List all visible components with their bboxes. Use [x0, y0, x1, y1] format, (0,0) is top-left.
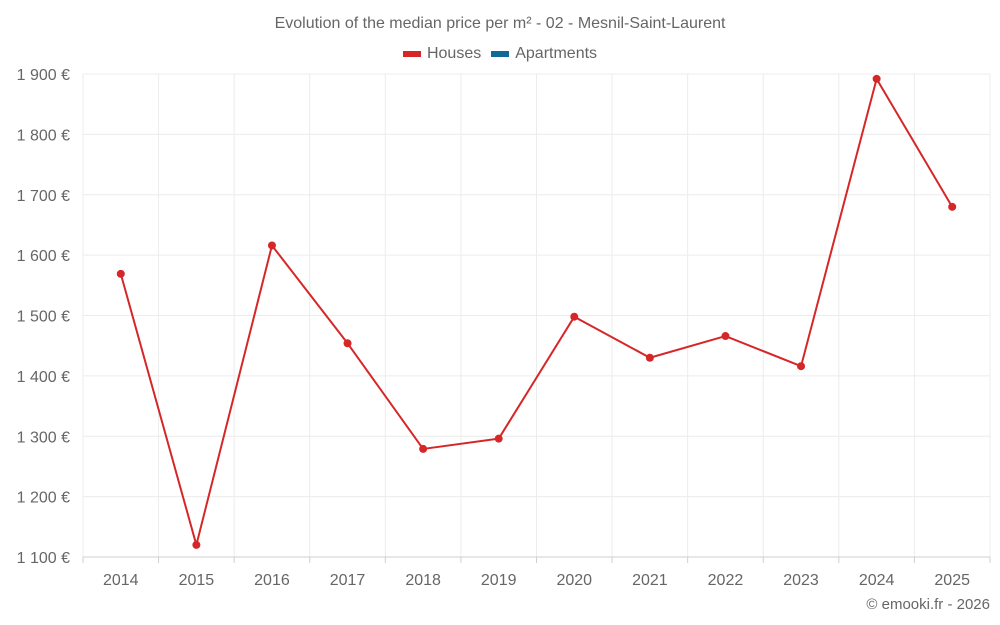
data-point-houses — [872, 74, 881, 83]
chart-title: Evolution of the median price per m² - 0… — [274, 15, 726, 32]
data-point-houses — [721, 332, 730, 341]
x-tick-label: 2022 — [708, 572, 744, 589]
y-tick-label: 1 900 € — [17, 67, 70, 84]
legend-item-apartments[interactable]: Apartments — [491, 45, 597, 63]
legend: Houses Apartments — [0, 45, 1000, 63]
x-tick-label: 2019 — [481, 572, 517, 589]
y-tick-label: 1 300 € — [17, 429, 70, 446]
x-tick-label: 2016 — [254, 572, 290, 589]
data-point-houses — [267, 241, 276, 250]
x-tick-label: 2021 — [632, 572, 668, 589]
legend-label-houses: Houses — [426, 45, 482, 62]
y-tick-label: 1 800 € — [17, 127, 70, 144]
x-tick-label: 2020 — [556, 572, 592, 589]
data-point-houses — [797, 362, 806, 371]
data-point-houses — [192, 540, 201, 549]
x-tick-label: 2018 — [405, 572, 441, 589]
data-point-houses — [116, 269, 125, 278]
y-tick-label: 1 200 € — [17, 490, 70, 507]
series-line-houses — [119, 77, 954, 546]
legend-item-houses[interactable]: Houses — [402, 45, 482, 63]
x-tick-label: 2015 — [179, 572, 215, 589]
legend-label-apartments: Apartments — [515, 45, 598, 62]
y-tick-label: 1 500 € — [17, 309, 70, 326]
x-tick-label: 2025 — [934, 572, 970, 589]
data-point-houses — [645, 353, 654, 362]
data-point-houses — [494, 434, 503, 443]
legend-swatch-houses — [402, 51, 421, 57]
legend-swatch-apartments — [491, 51, 510, 57]
x-tick-label: 2023 — [783, 572, 819, 589]
data-point-houses — [948, 202, 957, 211]
x-tick-label: 2017 — [330, 572, 366, 589]
data-point-houses — [343, 339, 352, 348]
x-tick-label: 2024 — [859, 572, 895, 589]
data-point-houses — [419, 444, 428, 453]
credit-text: © emooki.fr - 2026 — [866, 596, 990, 613]
y-tick-label: 1 400 € — [17, 369, 70, 386]
data-point-houses — [570, 312, 579, 321]
y-tick-label: 1 100 € — [17, 550, 70, 567]
y-tick-label: 1 600 € — [17, 248, 70, 265]
x-tick-label: 2014 — [103, 572, 139, 589]
y-tick-label: 1 700 € — [17, 188, 70, 205]
